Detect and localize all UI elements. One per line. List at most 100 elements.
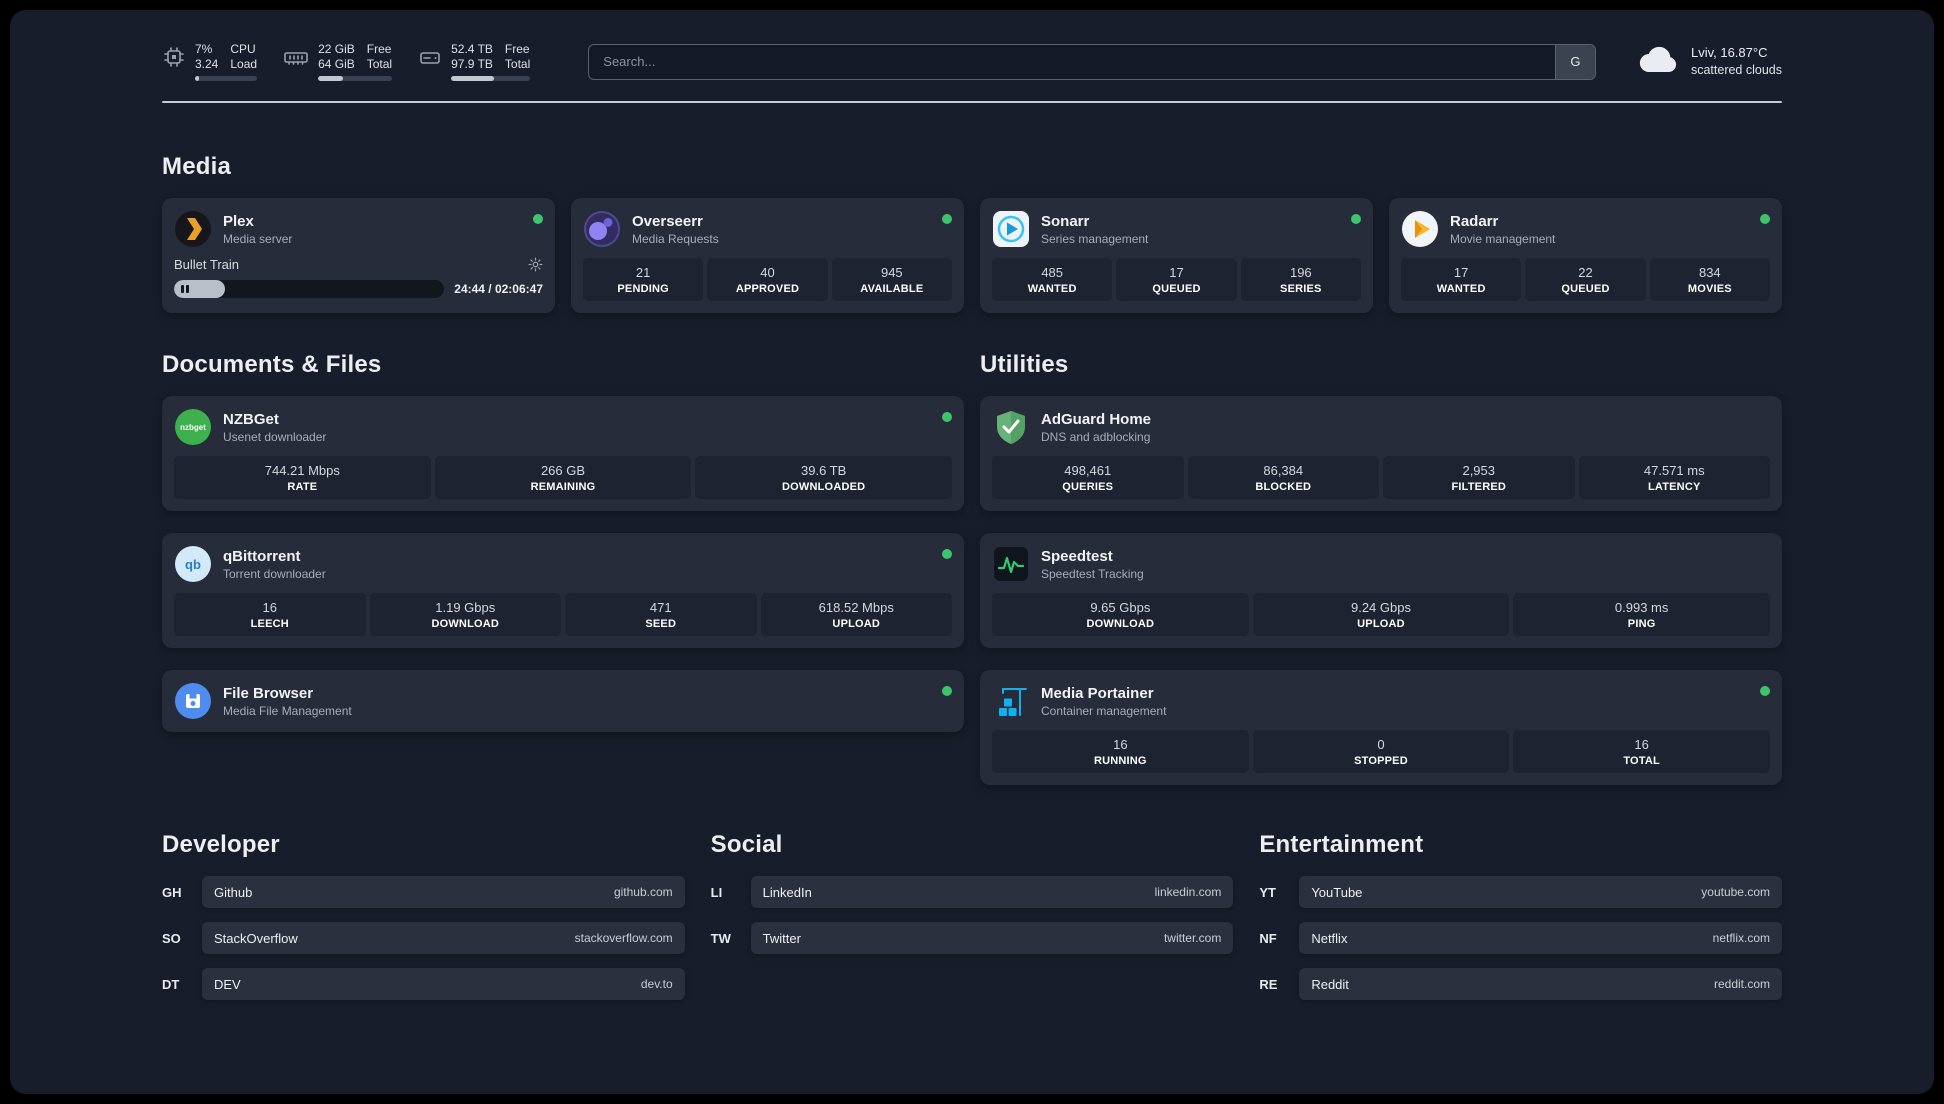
bookmark-link-reddit[interactable]: Reddit reddit.com [1299,968,1782,1000]
cpu-label-top: CPU [230,42,256,56]
bookmark-url: stackoverflow.com [574,931,673,945]
header-divider [162,101,1782,103]
bookmark-section-entertainment: Entertainment YT YouTube youtube.com NF … [1259,831,1782,1000]
stat-label: LATENCY [1647,481,1701,493]
bookmark-row: NF Netflix netflix.com [1259,922,1782,954]
search-engine-button[interactable]: G [1554,44,1595,79]
app-name: Media Portainer [1041,684,1154,702]
bookmark-link-twitter[interactable]: Twitter twitter.com [750,922,1234,954]
ram-progressbar [318,76,393,81]
cpu-icon [162,45,186,69]
stat-tile: 618.52 Mbps UPLOAD [760,593,952,636]
app-name: Speedtest [1041,547,1113,565]
app-card-portainer[interactable]: Media Portainer Container management 16 … [980,670,1782,785]
filebrowser-icon [174,682,212,720]
ram-label-top: Free [366,42,392,56]
stat-tile: 744.21 Mbps RATE [174,456,431,499]
app-name: Radarr [1450,212,1499,230]
stat-tile: 9.65 Gbps DOWNLOAD [992,593,1249,636]
bookmark-row: SO StackOverflow stackoverflow.com [162,922,685,954]
bookmark-link-stackoverflow[interactable]: StackOverflow stackoverflow.com [202,922,685,954]
bookmark-link-youtube[interactable]: YouTube youtube.com [1299,876,1782,908]
stat-label: RATE [287,481,318,493]
gear-icon[interactable] [528,257,543,272]
app-card-qbittorrent[interactable]: qb qBittorrent Torrent downloader [162,533,964,648]
stat-tile: 16 TOTAL [1513,730,1770,773]
qbittorrent-icon: qb [174,545,212,583]
ram-stat: 22 GiB 64 GiB Free Total [283,42,393,81]
bookmark-name: YouTube [1311,884,1363,900]
stat-label: PENDING [617,283,669,295]
bookmark-link-github[interactable]: Github github.com [202,876,685,908]
bookmark-url: youtube.com [1701,885,1770,899]
stat-value: 16 [1113,737,1128,752]
stat-tile: 834 MOVIES [1649,258,1770,301]
app-name: qBittorrent [223,547,301,565]
stat-value: 21 [635,265,651,280]
stat-tile: 0 STOPPED [1252,730,1510,773]
bookmark-link-linkedin[interactable]: LinkedIn linkedin.com [750,876,1234,908]
app-card-plex[interactable]: Plex Media server Bullet Train [162,198,555,313]
stat-tile: 485 WANTED [992,258,1113,301]
stat-value: 471 [649,600,672,615]
app-card-speedtest[interactable]: Speedtest Speedtest Tracking 9.65 Gbps D… [980,533,1782,648]
stat-label: DOWNLOAD [1086,618,1155,630]
pause-icon[interactable] [181,285,189,293]
app-card-nzbget[interactable]: nzbget NZBGet Usenet downloader 74 [162,396,964,511]
stat-label: SEED [645,618,677,630]
stat-tile: 16 LEECH [174,593,366,636]
stat-tile: 266 GB REMAINING [434,456,692,499]
section-title-social: Social [710,831,783,858]
stat-tile: 39.6 TB DOWNLOADED [695,456,952,499]
playback-progressbar[interactable] [174,280,445,298]
stat-value: 834 [1698,265,1721,280]
ram-total-value: 64 GiB [318,57,355,71]
stat-label: WANTED [1027,283,1077,295]
app-card-radarr[interactable]: Radarr Movie management 17 WANTED 22 QUE… [1389,198,1782,313]
app-card-adguard[interactable]: AdGuard Home DNS and adblocking 498,461 … [980,396,1782,511]
stat-value: 22 [1578,265,1593,280]
status-dot [942,412,952,422]
bookmark-url: github.com [613,885,673,899]
status-dot [942,686,952,696]
stat-value: 2,953 [1462,463,1496,478]
bookmark-row: DT DEV dev.to [162,968,685,1000]
app-name: Overseerr [632,212,703,230]
app-card-sonarr[interactable]: Sonarr Series management 485 WANTED 17 Q… [980,198,1373,313]
stat-label: QUERIES [1062,481,1114,493]
stat-tile: 0.993 ms PING [1513,593,1770,636]
stat-value: 86,384 [1263,463,1304,478]
stat-tile: 196 SERIES [1240,258,1361,301]
stat-value: 618.52 Mbps [818,600,894,615]
stat-label: QUEUED [1561,283,1610,295]
system-stats: 7% 3.24 CPU Load [162,42,531,81]
section-title-entertainment: Entertainment [1259,831,1424,858]
stat-label: RUNNING [1093,755,1147,767]
app-card-overseerr[interactable]: Overseerr Media Requests 21 PENDING 40 A… [571,198,964,313]
stat-label: WANTED [1436,283,1486,295]
top-bar: 7% 3.24 CPU Load [162,10,1782,81]
search-input[interactable] [588,43,1596,80]
stat-label: AVAILABLE [860,283,924,295]
adguard-icon [992,408,1030,446]
stat-label: QUEUED [1152,283,1201,295]
app-name: NZBGet [223,410,279,428]
bookmark-section-developer: Developer GH Github github.com SO StackO… [162,831,685,1000]
cloud-icon [1638,44,1680,79]
radarr-icon [1401,210,1439,248]
bookmark-name: StackOverflow [214,930,298,946]
bookmark-link-netflix[interactable]: Netflix netflix.com [1299,922,1782,954]
cpu-load-value: 3.24 [195,57,219,71]
stat-label: TOTAL [1623,755,1660,767]
cpu-stat: 7% 3.24 CPU Load [162,42,258,81]
bookmark-name: Netflix [1311,930,1348,946]
bookmark-section-social: Social LI LinkedIn linkedin.com TW Twitt… [711,831,1234,1000]
stat-value: 16 [1634,737,1649,752]
status-dot [1760,214,1770,224]
stat-value: 0 [1377,737,1385,752]
stat-label: UPLOAD [832,618,881,630]
app-card-filebrowser[interactable]: File Browser Media File Management [162,670,964,732]
bookmark-link-dev[interactable]: DEV dev.to [202,968,685,1000]
stat-tile: 17 WANTED [1401,258,1522,301]
stat-tile: 9.24 Gbps UPLOAD [1252,593,1510,636]
